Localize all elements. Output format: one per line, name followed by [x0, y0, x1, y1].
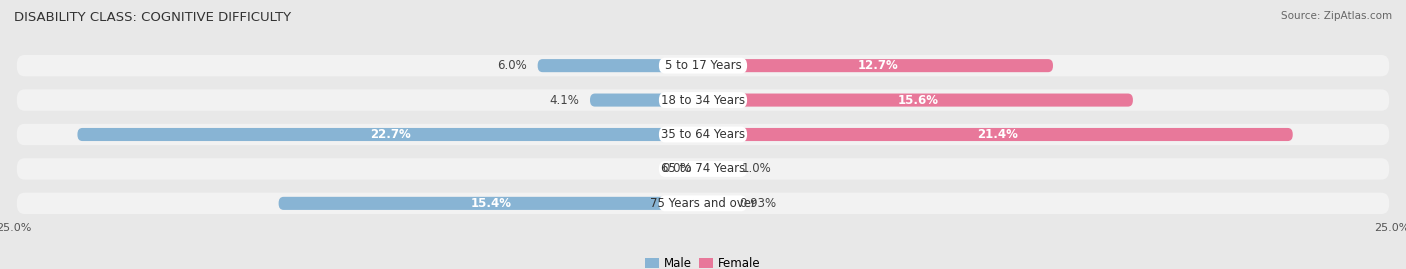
- FancyBboxPatch shape: [17, 55, 1389, 76]
- Text: 15.4%: 15.4%: [470, 197, 512, 210]
- FancyBboxPatch shape: [703, 162, 731, 175]
- FancyBboxPatch shape: [17, 89, 1389, 111]
- FancyBboxPatch shape: [659, 92, 747, 108]
- FancyBboxPatch shape: [278, 197, 703, 210]
- FancyBboxPatch shape: [77, 128, 703, 141]
- Text: Source: ZipAtlas.com: Source: ZipAtlas.com: [1281, 11, 1392, 21]
- FancyBboxPatch shape: [659, 196, 747, 211]
- FancyBboxPatch shape: [659, 58, 747, 73]
- FancyBboxPatch shape: [17, 124, 1389, 145]
- Text: 4.1%: 4.1%: [550, 94, 579, 107]
- Text: 0.0%: 0.0%: [662, 162, 692, 175]
- FancyBboxPatch shape: [659, 161, 747, 177]
- FancyBboxPatch shape: [591, 94, 703, 107]
- FancyBboxPatch shape: [659, 127, 747, 142]
- Legend: Male, Female: Male, Female: [645, 257, 761, 269]
- Text: 18 to 34 Years: 18 to 34 Years: [661, 94, 745, 107]
- Text: 12.7%: 12.7%: [858, 59, 898, 72]
- FancyBboxPatch shape: [703, 128, 1292, 141]
- FancyBboxPatch shape: [703, 197, 728, 210]
- FancyBboxPatch shape: [17, 158, 1389, 180]
- Text: DISABILITY CLASS: COGNITIVE DIFFICULTY: DISABILITY CLASS: COGNITIVE DIFFICULTY: [14, 11, 291, 24]
- Text: 75 Years and over: 75 Years and over: [650, 197, 756, 210]
- FancyBboxPatch shape: [537, 59, 703, 72]
- Text: 65 to 74 Years: 65 to 74 Years: [661, 162, 745, 175]
- FancyBboxPatch shape: [703, 94, 1133, 107]
- FancyBboxPatch shape: [17, 193, 1389, 214]
- Text: 0.93%: 0.93%: [740, 197, 776, 210]
- Text: 15.6%: 15.6%: [897, 94, 938, 107]
- Text: 35 to 64 Years: 35 to 64 Years: [661, 128, 745, 141]
- Text: 6.0%: 6.0%: [496, 59, 527, 72]
- FancyBboxPatch shape: [703, 59, 1053, 72]
- Text: 5 to 17 Years: 5 to 17 Years: [665, 59, 741, 72]
- Text: 22.7%: 22.7%: [370, 128, 411, 141]
- Text: 21.4%: 21.4%: [977, 128, 1018, 141]
- Text: 1.0%: 1.0%: [741, 162, 772, 175]
